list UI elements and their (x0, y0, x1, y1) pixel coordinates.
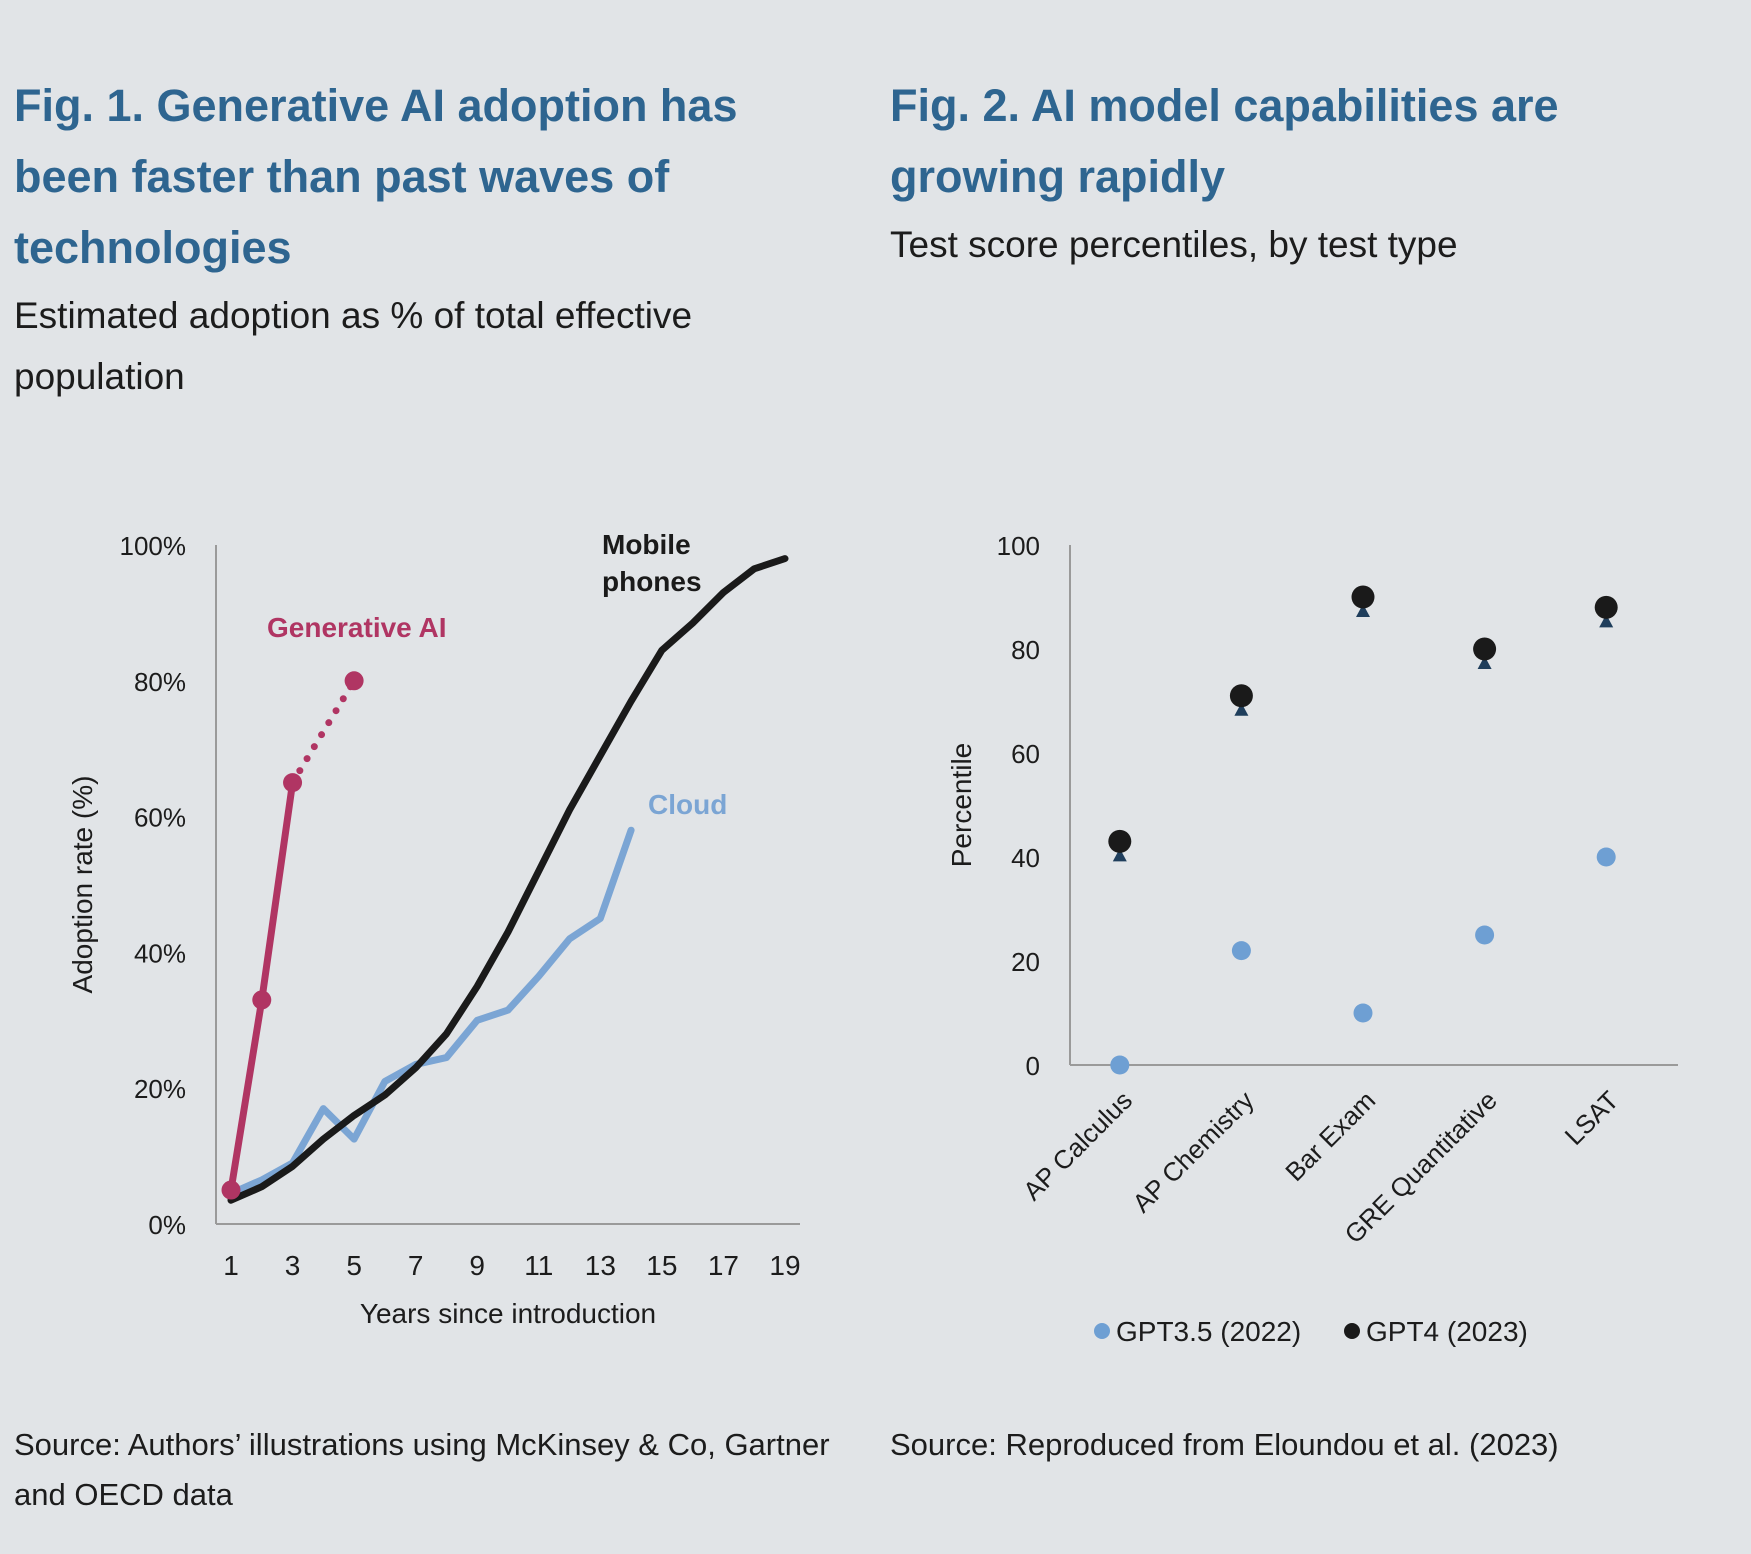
gpt3-5-2022-legend-label: GPT3.5 (2022) (1116, 1316, 1301, 1347)
mobile-phones-series-line (227, 555, 789, 1204)
gpt4-2023-legend-marker (1344, 1323, 1360, 1339)
gpt35-point-ap-chemistry (1231, 941, 1251, 961)
x-tick-label: 9 (469, 1250, 485, 1281)
x-tick-label: 5 (346, 1250, 362, 1281)
x-tick-label: 3 (285, 1250, 301, 1281)
dumbbell-arrowhead-ap-chemistry (1234, 702, 1249, 716)
gpt35-point-lsat (1596, 847, 1616, 867)
y-tick-label: 100% (120, 531, 187, 561)
y-tick-label: 20% (134, 1074, 186, 1104)
generative-ai-point (283, 773, 303, 793)
figure-1-subtitle: Estimated adoption as % of total effecti… (14, 295, 693, 397)
figure-2-title: Fig. 2. AI model capabilities are growin… (890, 80, 1559, 202)
cloud-series-line (227, 826, 635, 1197)
x-tick-label: 15 (646, 1250, 677, 1281)
gpt4-point-ap-chemistry (1229, 684, 1253, 708)
dumbbell-arrowhead-bar-exam (1356, 604, 1370, 617)
gpt4-point-gre-quantitative (1473, 637, 1497, 661)
x-tick-label: 17 (708, 1250, 739, 1281)
figure-1-panel: Fig. 1. Generative AI adoption has been … (0, 0, 870, 1554)
x-tick-label: 19 (769, 1250, 800, 1281)
dumbbell-arrowhead-lsat (1599, 614, 1614, 628)
y-tick-label: 80 (1011, 635, 1040, 665)
gpt4-2023-legend-label: GPT4 (2023) (1366, 1316, 1528, 1347)
x-tick-label: 1 (223, 1250, 239, 1281)
x-tick-label-ap-chemistry: AP Chemistry (1126, 1085, 1259, 1218)
mobile-phones-label: Mobile phones (602, 529, 702, 597)
generative-ai-point (252, 990, 272, 1010)
y-tick-label: 40 (1011, 843, 1040, 873)
y-tick-label: 0 (1026, 1051, 1040, 1081)
x-tick-label: 11 (524, 1250, 553, 1281)
generative-ai-series-line (227, 779, 297, 1194)
figure-1-title: Fig. 1. Generative AI adoption has been … (14, 80, 738, 273)
generative-ai-point (344, 671, 364, 691)
cloud-label: Cloud (648, 789, 727, 820)
y-tick-label: 0% (148, 1210, 186, 1240)
figure-2-subtitle: Test score percentiles, by test type (890, 224, 1458, 265)
y-tick-label: 20 (1011, 947, 1040, 977)
x-tick-label: 7 (408, 1250, 424, 1281)
x-axis-title: Years since introduction (360, 1298, 656, 1329)
figure-1-source: Source: Authors’ illustrations using McK… (14, 1427, 830, 1512)
gpt35-point-bar-exam (1353, 1003, 1373, 1023)
gpt3-5-2022-legend-marker (1094, 1323, 1110, 1339)
gpt35-point-ap-calculus (1110, 1055, 1130, 1075)
gpt35-point-gre-quantitative (1475, 925, 1495, 945)
gpt4-point-lsat (1594, 595, 1618, 619)
y-axis-title: Percentile (946, 743, 977, 868)
generative-ai-point (221, 1180, 241, 1200)
x-tick-label-bar-exam: Bar Exam (1279, 1085, 1381, 1187)
gpt4-point-ap-calculus (1108, 829, 1132, 853)
y-tick-label: 60% (134, 803, 186, 833)
mobile-phones-label-line: phones (602, 566, 702, 597)
generative-ai-projected-line (289, 677, 358, 787)
figure-2-source: Source: Reproduced from Eloundou et al. … (890, 1427, 1559, 1462)
dumbbell-arrowhead-gre-quantitative (1477, 656, 1492, 669)
y-tick-label: 60 (1011, 739, 1040, 769)
figure-2-panel: Fig. 2. AI model capabilities are growin… (876, 0, 1751, 1554)
x-tick-label-lsat: LSAT (1559, 1085, 1625, 1151)
y-tick-label: 100 (997, 531, 1040, 561)
gpt4-point-bar-exam (1351, 585, 1375, 609)
dumbbell-arrowhead-ap-calculus (1112, 848, 1127, 862)
x-tick-label-ap-calculus: AP Calculus (1017, 1085, 1138, 1206)
mobile-phones-label-line: Mobile (602, 529, 691, 560)
generative-ai-label: Generative AI (267, 612, 446, 643)
y-tick-label: 80% (134, 667, 186, 697)
y-tick-label: 40% (134, 938, 186, 968)
x-tick-label: 13 (585, 1250, 616, 1281)
y-axis-title: Adoption rate (%) (67, 776, 98, 994)
